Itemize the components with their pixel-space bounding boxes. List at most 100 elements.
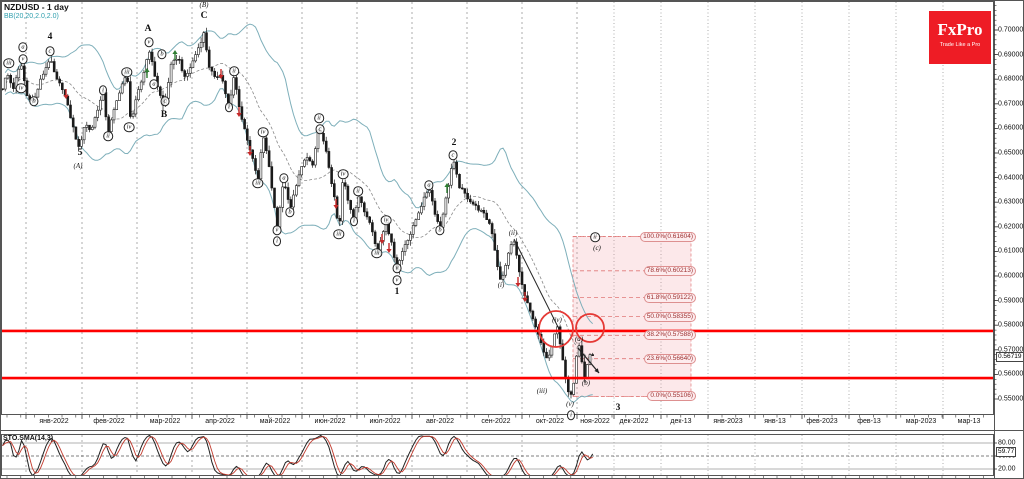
date-tick-label: авг-2022 (425, 418, 455, 425)
fib-level-label: 78.6%(0.60213) (643, 265, 696, 276)
symbol-title: NZDUSD - 1 day (4, 2, 69, 12)
wave-label: iii (371, 248, 383, 258)
sell-marker (236, 107, 242, 117)
date-tick-label: янв-2022 (39, 418, 69, 425)
wave-label: b (435, 225, 445, 235)
wave-label: iv (337, 169, 349, 179)
wave-label: b (157, 49, 167, 59)
price-tick-label: 0.64000 (998, 174, 1024, 182)
projection-arrow (577, 347, 600, 374)
date-tick-label: окт-2022 (535, 418, 565, 425)
wave-label: i (225, 102, 233, 112)
date-tick-label: мар-13 (957, 418, 981, 425)
sell-marker (333, 199, 339, 209)
wave-label: b (29, 96, 39, 106)
price-tick-label: 0.65000 (998, 149, 1024, 157)
date-tick-label: фев-2022 (93, 418, 125, 425)
wave-label: iii (333, 229, 345, 239)
wave-label: c (448, 150, 458, 160)
fxpro-logo: FxPro Trade Like a Pro (929, 11, 991, 64)
date-tick-label: сен-2022 (481, 418, 511, 425)
wave-label: iii (3, 58, 15, 68)
wave-label: (v) (566, 400, 574, 408)
wave-label: iv (15, 83, 27, 93)
wave-label: (iv) (552, 316, 562, 324)
wave-label: a (149, 79, 159, 89)
wave-label: a (18, 42, 28, 52)
wave-label: 1 (394, 287, 400, 297)
sell-marker (247, 146, 253, 156)
wave-label: ii (314, 113, 324, 123)
wave-label: 3 (615, 403, 621, 413)
highlight-circle (575, 313, 605, 343)
fxpro-logo-tagline: Trade Like a Pro (939, 42, 981, 48)
date-tick-label: янв-2023 (713, 418, 743, 425)
price-tick-label: 0.56000 (998, 370, 1024, 378)
date-tick-label: фев-13 (857, 418, 881, 425)
wave-label: iv (257, 127, 269, 137)
wave-label: 2 (451, 138, 457, 148)
wave-label: C (200, 11, 208, 21)
sell-marker (379, 234, 385, 244)
date-tick-label: мар-2023 (905, 418, 937, 425)
fib-level-label: 38.2%(0.57588) (643, 330, 696, 341)
date-tick-label: май-2022 (259, 418, 291, 425)
wave-label: (a) (574, 335, 584, 343)
wave-label: c (45, 46, 55, 56)
wave-label: i (273, 236, 281, 246)
wave-label: iv (123, 122, 135, 132)
sell-marker (522, 292, 528, 302)
wave-label: v (18, 54, 28, 64)
fxpro-logo-text: FxPro (937, 20, 983, 39)
sto-level-label: 20.00 (998, 465, 1016, 473)
date-tick-label: апр-2022 (205, 418, 235, 425)
buy-marker (444, 183, 450, 193)
date-tick-label: дек-2022 (619, 418, 649, 425)
wave-label: ii (229, 66, 239, 76)
date-tick-label: ноя-2022 (580, 418, 610, 425)
fib-level-label: 61.8%(0.59122) (643, 292, 696, 303)
price-tick-label: 0.61000 (998, 247, 1024, 255)
wave-label: (i) (497, 281, 505, 289)
wave-label: ii (590, 232, 600, 242)
wave-label: iii (121, 67, 133, 77)
price-tick-label: 0.70000 (998, 26, 1024, 34)
stochastic-lines (2, 434, 594, 476)
wave-label: i (350, 216, 358, 226)
price-tick-label: 0.69000 (998, 51, 1024, 59)
wave-label: 5 (77, 148, 83, 158)
date-tick-label: фев-2023 (806, 418, 838, 425)
wave-label: a (424, 180, 434, 190)
price-tick-label: 0.58000 (998, 321, 1024, 329)
price-tick-label: 0.66000 (998, 124, 1024, 132)
fib-level-label: 100.0%(0.61604) (640, 231, 696, 242)
wave-label: iv (380, 215, 392, 225)
sto-level-label: 80.00 (998, 439, 1016, 447)
date-tick-label: мар-2022 (149, 418, 181, 425)
sto-indicator-label: STO.SMA(14,3) (3, 435, 54, 442)
wave-label: v (272, 225, 282, 235)
wave-label: v (144, 37, 154, 47)
date-tick-label: дек-13 (670, 418, 692, 425)
wave-label: (A) (73, 162, 83, 170)
sell-marker (386, 243, 392, 253)
wave-label: v (392, 275, 402, 285)
sto-current-badge: 59.77 (996, 447, 1017, 457)
wave-label: v (392, 263, 402, 273)
fib-level-label: 50.0%(0.58355) (643, 311, 696, 322)
price-tick-label: 0.67000 (998, 100, 1024, 108)
bb-indicator-label: BB(20,20,2.0,2.0) (4, 13, 59, 20)
price-tick-label: 0.59000 (998, 297, 1024, 305)
price-tick-label: 0.68000 (998, 75, 1024, 83)
sell-marker (515, 277, 521, 287)
date-tick-label: июл-2022 (369, 418, 401, 425)
wave-label: c (160, 96, 170, 106)
wave-label: b (285, 207, 295, 217)
price-tick-label: 0.55000 (998, 395, 1024, 403)
buy-marker (172, 50, 178, 60)
wave-label: A (144, 24, 152, 34)
date-tick-label: июн-2022 (314, 418, 346, 425)
buy-marker (144, 68, 150, 78)
